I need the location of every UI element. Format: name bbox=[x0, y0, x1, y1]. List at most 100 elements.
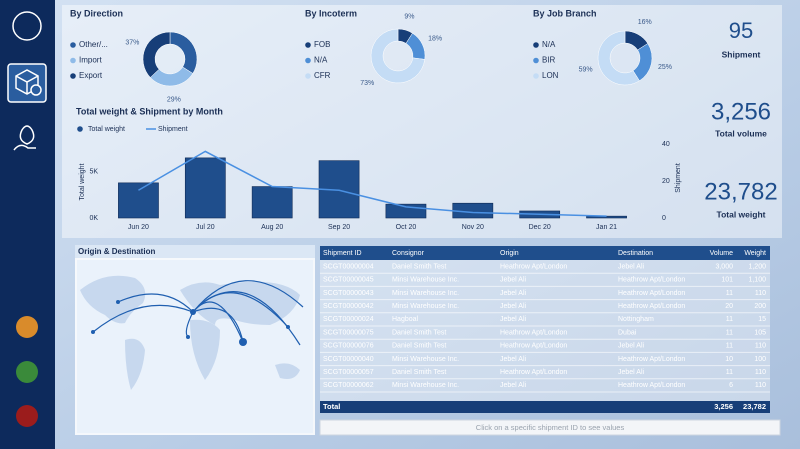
table-total-row bbox=[320, 401, 770, 413]
legend-dot bbox=[305, 73, 311, 79]
total-cell: Total bbox=[323, 402, 340, 411]
table-cell: Heathrow Apt/London bbox=[618, 356, 685, 363]
x-tick-label: Jul 20 bbox=[196, 224, 215, 231]
status-green bbox=[16, 361, 38, 383]
table-cell: Heathrow Apt/London bbox=[500, 343, 567, 350]
map-header bbox=[75, 245, 315, 258]
table-cell: Jebel Ali bbox=[500, 356, 527, 363]
bar bbox=[118, 182, 159, 219]
table-cell[interactable]: SCGT00000045 bbox=[323, 277, 374, 284]
table-cell: Heathrow Apt/London bbox=[618, 290, 685, 297]
table-cell: Heathrow Apt/London bbox=[618, 277, 685, 284]
table-cell[interactable]: SCGT00000042 bbox=[323, 303, 374, 310]
data-label: 73% bbox=[360, 80, 374, 87]
table-cell[interactable]: SCGT00000075 bbox=[323, 329, 374, 336]
legend-label: Shipment bbox=[158, 126, 188, 133]
legend-label: N/A bbox=[542, 40, 556, 49]
column-header: Consignor bbox=[392, 250, 425, 257]
table-cell: Jebel Ali bbox=[618, 263, 645, 270]
table-cell: Heathrow Apt/London bbox=[618, 303, 685, 310]
legend-dot bbox=[533, 73, 539, 79]
status-orange bbox=[16, 316, 38, 338]
kpi-label: Shipment bbox=[722, 49, 761, 59]
table-cell: Hagboal bbox=[392, 316, 419, 323]
table-cell: 101 bbox=[721, 277, 733, 284]
x-tick-label: Jun 20 bbox=[128, 224, 149, 231]
legend-dot bbox=[70, 42, 76, 48]
legend-label: N/A bbox=[314, 56, 328, 65]
x-tick-label: Oct 20 bbox=[396, 224, 417, 231]
x-tick-label: Aug 20 bbox=[261, 224, 283, 231]
nav-icons bbox=[7, 11, 47, 151]
total-cell: 3,256 bbox=[714, 402, 733, 411]
table-cell: Jebel Ali bbox=[500, 277, 527, 284]
legend-label: LON bbox=[542, 71, 559, 80]
donut-slice bbox=[597, 30, 640, 86]
table-cell[interactable]: SCGT00000043 bbox=[323, 290, 374, 297]
table-cell: Dubai bbox=[618, 329, 637, 336]
data-label: 18% bbox=[428, 35, 442, 42]
y-tick-label: 5K bbox=[89, 169, 98, 176]
legend-label: Total weight bbox=[88, 126, 125, 133]
table-cell: 10 bbox=[725, 356, 733, 363]
table-cell: Daniel Smith Test bbox=[392, 343, 446, 350]
table-cell: Jebel Ali bbox=[618, 343, 645, 350]
legend-dot bbox=[533, 57, 539, 64]
donut-slice bbox=[370, 28, 426, 84]
table-header bbox=[320, 246, 770, 260]
table-cell: Heathrow Apt/London bbox=[500, 329, 567, 336]
table-cell: Minsi Warehouse Inc. bbox=[392, 356, 459, 363]
table-cell: 11 bbox=[726, 369, 733, 376]
legend-label: Import bbox=[79, 56, 102, 65]
x-tick-label: Jan 21 bbox=[596, 224, 617, 231]
table-cell: Heathrow Apt/London bbox=[618, 382, 685, 389]
table-cell: Daniel Smith Test bbox=[392, 263, 446, 270]
legend-label: Export bbox=[79, 71, 103, 80]
legend-label: FOB bbox=[314, 40, 330, 49]
table-cell: Minsi Warehouse Inc. bbox=[392, 290, 459, 297]
table-cell[interactable]: SCGT00000024 bbox=[323, 316, 374, 323]
map-title: Origin & Destination bbox=[78, 247, 155, 256]
table-cell: 200 bbox=[754, 303, 766, 310]
column-header: Shipment ID bbox=[323, 250, 362, 257]
table-cell[interactable]: SCGT00000040 bbox=[323, 356, 374, 363]
table-cell: Minsi Warehouse Inc. bbox=[392, 382, 459, 389]
bar bbox=[184, 157, 226, 219]
table-cell: Minsi Warehouse Inc. bbox=[392, 277, 459, 284]
data-label: 37% bbox=[125, 40, 139, 47]
table-cell: 11 bbox=[726, 329, 733, 336]
legend-dot bbox=[70, 57, 76, 64]
data-label: 25% bbox=[658, 64, 672, 71]
table-cell: Daniel Smith Test bbox=[392, 369, 446, 376]
chart-title: Total weight & Shipment by Month bbox=[76, 106, 223, 116]
y-tick-label: 0K bbox=[89, 215, 98, 222]
hint-box bbox=[319, 419, 781, 436]
table-cell[interactable]: SCGT00000076 bbox=[323, 343, 374, 350]
legend-label: CFR bbox=[314, 71, 331, 80]
globe-icon[interactable] bbox=[12, 11, 42, 41]
total-cell: 23,782 bbox=[743, 402, 766, 411]
table-cell: 105 bbox=[754, 329, 766, 336]
table-cell: 1,200 bbox=[748, 263, 766, 270]
bar bbox=[251, 186, 293, 219]
legend-dot bbox=[533, 42, 539, 48]
table-cell: 110 bbox=[755, 369, 766, 376]
legend-label: BIR bbox=[542, 56, 556, 65]
kpi-value: 3,256 bbox=[711, 98, 771, 125]
table-cell: 3,000 bbox=[715, 263, 733, 270]
column-header: Origin bbox=[500, 250, 519, 257]
table-cell[interactable]: SCGT00000062 bbox=[323, 382, 374, 389]
table-cell: Jebel Ali bbox=[500, 303, 527, 310]
legend-dot bbox=[70, 73, 76, 79]
data-label: 29% bbox=[167, 97, 181, 104]
table-cell[interactable]: SCGT00000057 bbox=[323, 369, 374, 376]
money-icon[interactable] bbox=[13, 125, 36, 151]
table-cell[interactable]: SCGT00000004 bbox=[323, 263, 374, 270]
legend-label: Other/... bbox=[79, 40, 108, 49]
table-cell: 11 bbox=[726, 343, 733, 350]
table-cell: 110 bbox=[755, 290, 766, 297]
table-cell: Minsi Warehouse Inc. bbox=[392, 303, 459, 310]
y2-tick-label: 40 bbox=[662, 141, 670, 148]
legend-dot bbox=[305, 57, 311, 64]
table-cell: 6 bbox=[729, 382, 733, 389]
